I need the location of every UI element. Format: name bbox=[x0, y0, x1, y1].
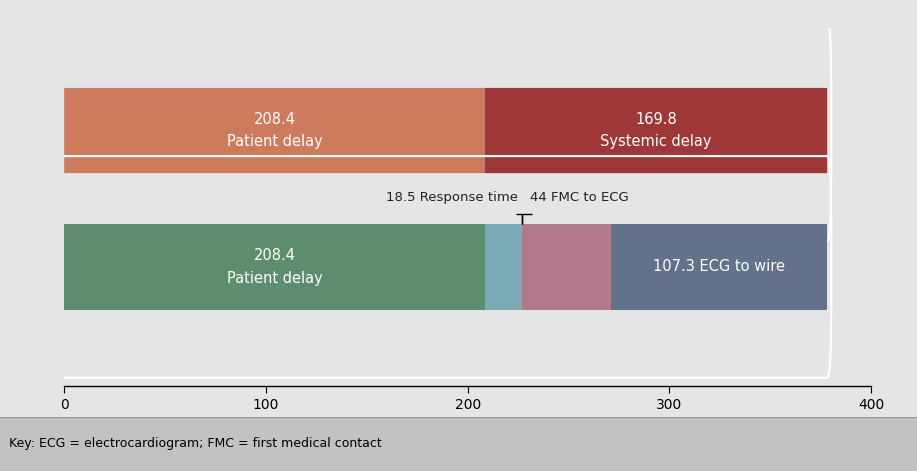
Text: 208.4
Patient delay: 208.4 Patient delay bbox=[226, 248, 322, 285]
Bar bbox=[64, 224, 484, 309]
Bar bbox=[611, 224, 827, 309]
Text: 107.3 ECG to wire: 107.3 ECG to wire bbox=[653, 260, 785, 275]
Bar bbox=[522, 224, 611, 309]
Text: 44 FMC to ECG: 44 FMC to ECG bbox=[530, 191, 629, 204]
Text: 18.5 Response time: 18.5 Response time bbox=[386, 191, 518, 204]
Text: 169.8
Systemic delay: 169.8 Systemic delay bbox=[600, 112, 712, 149]
FancyBboxPatch shape bbox=[484, 88, 827, 173]
Text: 208.4
Patient delay: 208.4 Patient delay bbox=[226, 112, 322, 149]
Text: Key: ECG = electrocardiogram; FMC = first medical contact: Key: ECG = electrocardiogram; FMC = firs… bbox=[9, 438, 381, 450]
X-axis label: Total ischaemic time (minutes): Total ischaemic time (minutes) bbox=[350, 423, 585, 438]
FancyBboxPatch shape bbox=[64, 88, 484, 173]
Bar bbox=[484, 224, 522, 309]
